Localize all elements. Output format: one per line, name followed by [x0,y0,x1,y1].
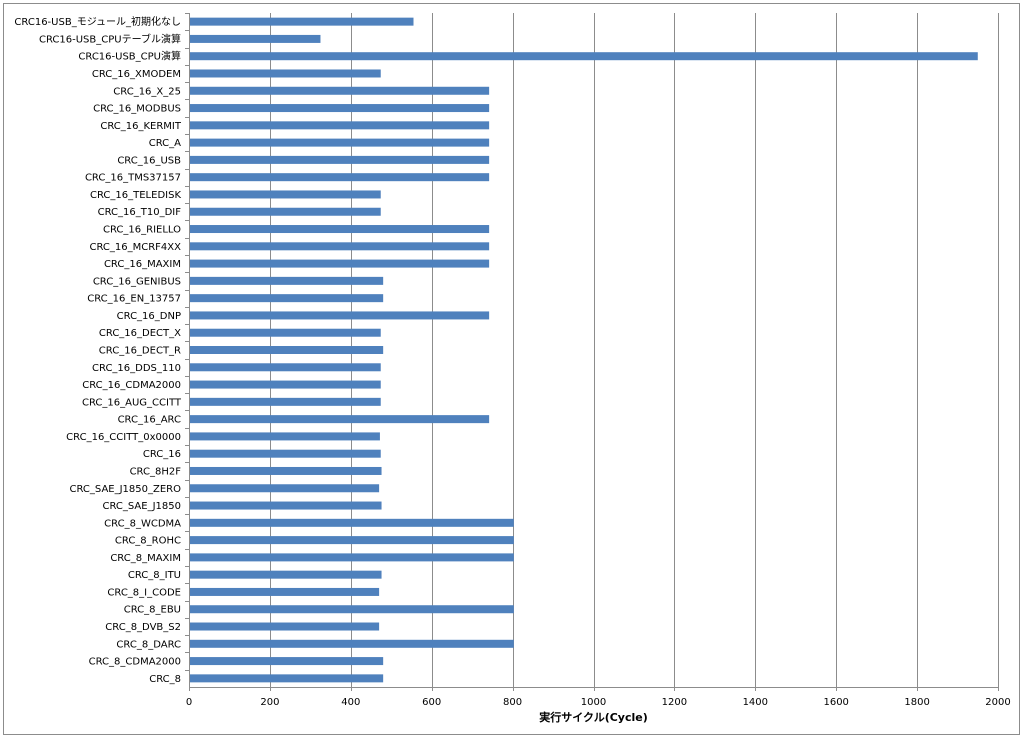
category-label: CRC_16_XMODEM [92,69,181,80]
bar [190,34,321,43]
bar [190,294,384,303]
category-label: CRC_8_EBU [124,605,181,616]
category-label: CRC_16_MCRF4XX [89,242,181,253]
x-axis-title: 実行サイクル(Cycle) [539,710,648,724]
category-label: CRC_8H2F [130,466,182,477]
bar [190,639,514,648]
bar [190,311,490,320]
x-tick-label: 1000 [581,697,606,708]
bar [190,536,514,545]
bar [190,121,490,130]
x-tick-label: 2000 [985,697,1010,708]
x-tick-labels: 0 200 400 600 800 1000 1200 1400 1600 1800 2000 [186,697,1011,708]
bar [190,259,490,268]
category-label: CRC_16_X_25 [113,86,181,97]
chart-frame: CRC16-USB_モジュール_初期化なし CRC16-USB_CPUテーブル演算… [3,3,1020,735]
category-label: CRC_16_ARC [118,415,181,426]
category-label: CRC_A [149,138,181,149]
x-tick-label: 0 [186,697,192,708]
bar [190,553,514,562]
category-label: CRC_16_DNP [117,311,181,322]
bar [190,155,490,164]
bar [190,466,382,475]
category-label: CRC_SAE_J1850 [102,501,181,512]
bar [190,380,381,389]
category-label: CRC_16_AUG_CCITT [82,397,182,408]
bar-chart: CRC16-USB_モジュール_初期化なし CRC16-USB_CPUテーブル演算… [14,13,1011,724]
bar [190,69,381,78]
category-label: CRC_16 [143,449,181,460]
bar [190,242,490,251]
category-label: CRC_8_ROHC [115,536,181,547]
category-label: CRC_8_I_CODE [107,587,181,598]
category-label: CRC_8_ITU [128,570,181,581]
category-label: CRC_16_TELEDISK [90,190,181,201]
bar [190,570,382,579]
bars-layer [190,17,978,683]
x-tick-label: 200 [260,697,279,708]
x-tick-label: 1600 [823,697,848,708]
category-label: CRC16-USB_モジュール_初期化なし [14,15,181,28]
category-label: CRC_16_MODBUS [93,104,181,115]
bar [190,328,381,337]
category-label: CRC_8 [149,674,181,685]
bar [190,432,380,441]
bar [190,587,380,596]
bar [190,518,514,527]
category-label: CRC_16_RIELLO [103,225,181,236]
category-label: CRC_16_GENIBUS [93,276,181,287]
category-label: CRC_16_KERMIT [100,121,182,132]
x-tick-label: 1400 [743,697,768,708]
category-label: CRC_16_EN_13757 [87,294,181,305]
bar [190,657,384,666]
category-label: CRC16-USB_CPU演算 [78,50,181,63]
bar [190,104,490,113]
category-label: CRC16-USB_CPUテーブル演算 [39,32,181,45]
category-label: CRC_16_DECT_X [99,328,181,339]
category-label: CRC_16_T10_DIF [98,207,182,218]
x-tick-label: 1800 [904,697,929,708]
bar [190,484,380,493]
category-label: CRC_16_MAXIM [104,259,181,270]
category-label: CRC_16_CCITT_0x0000 [66,432,181,443]
x-tick-label: 800 [503,697,522,708]
category-label: CRC_8_DARC [116,639,181,650]
bar [190,605,514,614]
category-label: CRC_16_DECT_R [99,346,181,357]
bar [190,415,490,424]
category-label: CRC_8_DVB_S2 [105,622,181,633]
bar [190,363,381,372]
bar [190,225,490,234]
x-tick-label: 1200 [662,697,687,708]
bar [190,86,490,95]
category-label: CRC_8_MAXIM [110,553,181,564]
category-label: CRC_SAE_J1850_ZERO [70,484,182,495]
category-label: CRC_8_CDMA2000 [89,657,181,668]
bar [190,138,490,147]
bar [190,207,381,216]
x-tick-label: 600 [422,697,441,708]
bar [190,501,382,510]
bar [190,52,978,61]
bar [190,173,490,182]
bar [190,674,384,683]
bar [190,449,381,458]
bar [190,622,380,631]
bar [190,190,381,199]
category-label: CRC_16_USB [117,155,181,166]
bar [190,276,384,285]
category-label: CRC_16_TMS37157 [85,173,181,184]
bar [190,346,384,354]
category-label: CRC_16_CDMA2000 [82,380,181,391]
category-label: CRC_8_WCDMA [104,518,181,529]
category-label: CRC_16_DDS_110 [92,363,181,374]
x-tick-label: 400 [341,697,360,708]
bar [190,397,381,406]
bar [190,17,414,26]
category-labels: CRC16-USB_モジュール_初期化なし CRC16-USB_CPUテーブル演算… [14,15,181,685]
